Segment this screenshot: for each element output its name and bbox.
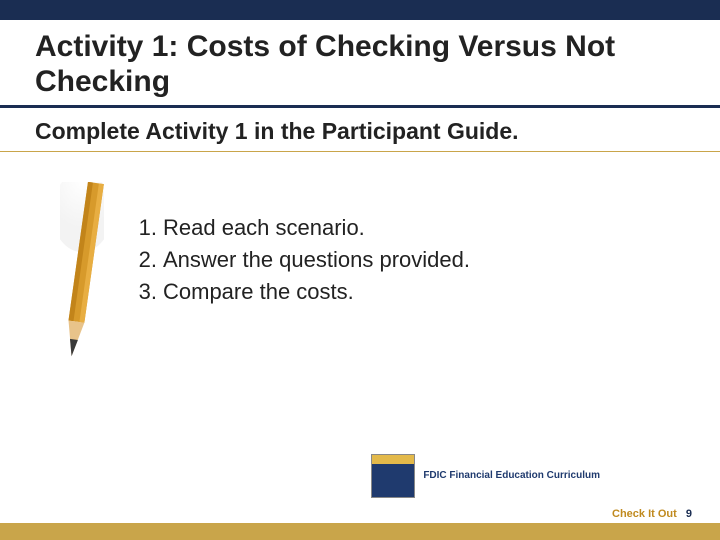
title-area: Activity 1: Costs of Checking Versus Not… xyxy=(0,20,720,108)
pencil-icon xyxy=(60,182,104,382)
step-number: 3. xyxy=(135,276,163,308)
page-number: 9 xyxy=(686,508,692,520)
slide-subtitle: Complete Activity 1 in the Participant G… xyxy=(35,118,685,145)
step-text: Read each scenario. xyxy=(163,212,365,244)
list-item: 2. Answer the questions provided. xyxy=(135,244,685,276)
list-item: 3. Compare the costs. xyxy=(135,276,685,308)
slide-title: Activity 1: Costs of Checking Versus Not… xyxy=(35,30,685,99)
money-smart-logo-icon xyxy=(371,454,415,498)
subtitle-area: Complete Activity 1 in the Participant G… xyxy=(0,108,720,152)
logo-caption: FDIC Financial Education Curriculum xyxy=(423,471,600,482)
footer-label: Check It Out xyxy=(612,508,677,520)
step-number: 1. xyxy=(135,212,163,244)
list-item: 1. Read each scenario. xyxy=(135,212,685,244)
bottom-gold-band xyxy=(0,523,720,540)
logo-text: FDIC Financial Education Curriculum xyxy=(423,471,600,482)
fdic-logo-block: FDIC Financial Education Curriculum xyxy=(371,454,600,498)
step-text: Compare the costs. xyxy=(163,276,354,308)
steps-list: 1. Read each scenario. 2. Answer the que… xyxy=(135,212,685,308)
step-number: 2. xyxy=(135,244,163,276)
top-navy-band xyxy=(0,0,720,20)
footer-text: Check It Out 9 xyxy=(612,508,692,520)
content-area: 1. Read each scenario. 2. Answer the que… xyxy=(0,152,720,308)
step-text: Answer the questions provided. xyxy=(163,244,470,276)
